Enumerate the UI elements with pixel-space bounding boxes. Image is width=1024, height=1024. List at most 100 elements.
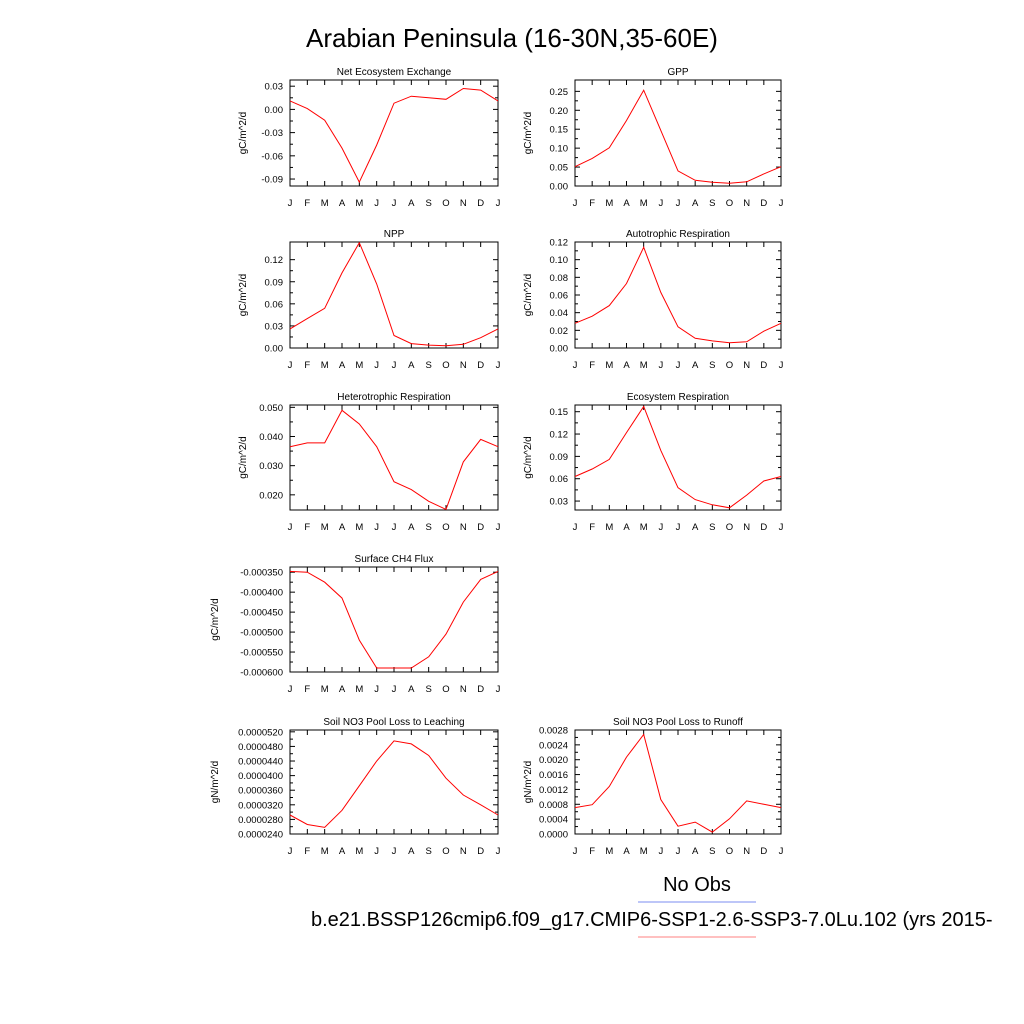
series-line — [289, 570, 499, 669]
x-tick-label: J — [658, 522, 663, 533]
x-tick-label: O — [442, 846, 449, 857]
x-tick-label: D — [477, 360, 484, 371]
y-tick-label: -0.000550 — [240, 648, 283, 659]
x-tick-label: J — [496, 360, 501, 371]
y-tick-label: -0.000500 — [240, 628, 283, 639]
x-tick-label: A — [408, 360, 415, 371]
x-tick-label: N — [743, 198, 750, 209]
y-axis-label: gC/m^2/d — [523, 274, 534, 317]
x-tick-label: D — [760, 522, 767, 533]
x-tick-label: N — [460, 684, 467, 695]
x-tick-label: N — [460, 360, 467, 371]
x-tick-label: J — [676, 198, 681, 209]
y-tick-label: 0.040 — [259, 432, 283, 443]
panel-title: GPP — [667, 67, 688, 78]
x-tick-label: N — [743, 522, 750, 533]
y-tick-label: 0.12 — [550, 238, 569, 249]
x-tick-label: M — [605, 360, 613, 371]
x-tick-label: A — [339, 360, 346, 371]
x-tick-label: M — [640, 522, 648, 533]
x-tick-label: D — [760, 846, 767, 857]
y-tick-label: 0.0000520 — [238, 727, 283, 738]
x-tick-label: S — [425, 360, 431, 371]
x-tick-label: M — [321, 198, 329, 209]
series-line — [574, 405, 782, 509]
x-tick-label: S — [425, 684, 431, 695]
x-tick-label: J — [496, 198, 501, 209]
x-tick-label: A — [623, 846, 630, 857]
x-tick-label: J — [779, 522, 784, 533]
x-tick-label: N — [743, 846, 750, 857]
legend-entry-label: b.e21.BSSP126cmip6.f09_g17.CMIP6-SSP1-2.… — [311, 909, 993, 931]
x-tick-label: F — [304, 846, 310, 857]
y-axis-label: gN/m^2/d — [210, 761, 221, 804]
y-tick-label: 0.050 — [259, 403, 283, 414]
x-tick-label: F — [304, 360, 310, 371]
y-tick-label: 0.08 — [550, 273, 569, 284]
x-tick-label: J — [392, 198, 397, 209]
x-tick-label: M — [355, 198, 363, 209]
y-tick-label: 0.0000400 — [238, 771, 283, 782]
x-tick-label: F — [304, 684, 310, 695]
x-tick-label: N — [460, 198, 467, 209]
x-tick-label: A — [408, 522, 415, 533]
x-tick-label: N — [460, 846, 467, 857]
y-tick-label: 0.06 — [265, 299, 284, 310]
x-tick-label: A — [623, 360, 630, 371]
legend-entry-label: No Obs — [663, 874, 731, 896]
y-tick-label: 0.06 — [550, 291, 569, 302]
y-tick-label: 0.10 — [550, 144, 569, 155]
y-tick-label: 0.0012 — [539, 785, 568, 796]
y-tick-label: 0.03 — [265, 321, 284, 332]
x-tick-label: J — [288, 522, 293, 533]
x-tick-label: J — [573, 522, 578, 533]
x-tick-label: A — [692, 198, 699, 209]
y-tick-label: 0.20 — [550, 106, 569, 117]
panel-title: Ecosystem Respiration — [627, 392, 729, 403]
x-tick-label: M — [640, 846, 648, 857]
y-tick-label: 0.0000240 — [238, 830, 283, 841]
x-tick-label: J — [392, 684, 397, 695]
x-tick-label: J — [392, 360, 397, 371]
y-tick-label: -0.000400 — [240, 588, 283, 599]
x-tick-label: A — [692, 846, 699, 857]
y-tick-label: -0.06 — [261, 151, 283, 162]
x-tick-label: A — [408, 846, 415, 857]
y-tick-label: 0.12 — [265, 255, 284, 266]
x-tick-label: O — [442, 522, 449, 533]
x-tick-label: M — [321, 846, 329, 857]
x-tick-label: S — [709, 198, 715, 209]
x-tick-label: M — [640, 360, 648, 371]
y-tick-label: 0.0024 — [539, 740, 568, 751]
x-tick-label: A — [339, 522, 346, 533]
panel-title: Soil NO3 Pool Loss to Runoff — [613, 717, 743, 728]
x-tick-label: D — [477, 522, 484, 533]
x-tick-label: J — [496, 522, 501, 533]
y-tick-label: -0.09 — [261, 175, 283, 186]
y-tick-label: 0.05 — [550, 163, 569, 174]
x-tick-label: J — [573, 360, 578, 371]
x-tick-label: S — [425, 522, 431, 533]
plot-frame — [289, 241, 499, 349]
x-tick-label: A — [692, 522, 699, 533]
series-line — [574, 246, 782, 344]
x-tick-label: M — [605, 522, 613, 533]
x-tick-label: A — [339, 846, 346, 857]
x-tick-label: M — [355, 360, 363, 371]
x-tick-label: J — [779, 360, 784, 371]
y-tick-label: 0.020 — [259, 490, 283, 501]
x-tick-label: O — [726, 522, 733, 533]
x-tick-label: M — [321, 522, 329, 533]
y-tick-label: -0.000450 — [240, 608, 283, 619]
y-tick-label: 0.0000320 — [238, 800, 283, 811]
x-tick-label: J — [288, 360, 293, 371]
y-axis-label: gC/m^2/d — [523, 112, 534, 155]
x-tick-label: J — [374, 360, 379, 371]
x-tick-label: J — [392, 846, 397, 857]
x-tick-label: J — [779, 846, 784, 857]
